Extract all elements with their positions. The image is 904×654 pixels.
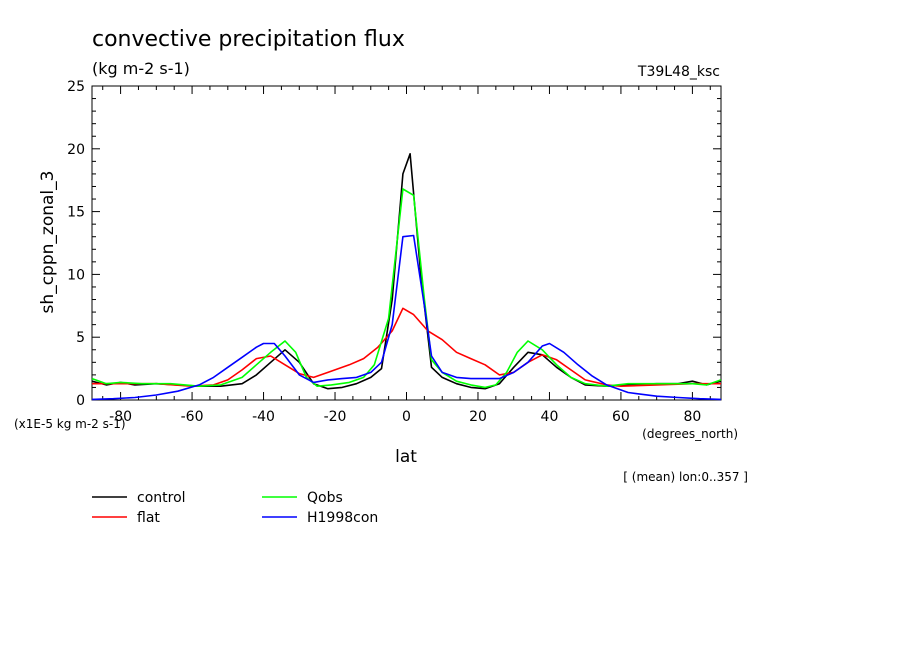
series-line-control bbox=[91, 153, 722, 390]
y-tick-label: 5 bbox=[76, 330, 85, 346]
x-tick-label: 20 bbox=[469, 409, 487, 425]
mean-note: [ (mean) lon:0..357 ] bbox=[623, 470, 748, 484]
legend-label-control: control bbox=[137, 490, 186, 506]
x-tick-label: -40 bbox=[252, 409, 275, 425]
y-tick-label: 25 bbox=[67, 79, 85, 95]
x-axis-label: lat bbox=[395, 447, 417, 467]
x-tick-label: 60 bbox=[612, 409, 630, 425]
series-line-flat bbox=[92, 307, 721, 387]
plot-frame bbox=[91, 85, 722, 401]
y-axis-units: (x1E-5 kg m-2 s-1) bbox=[14, 417, 126, 431]
x-tick-label: 80 bbox=[683, 409, 701, 425]
y-tick-label: 0 bbox=[76, 393, 85, 409]
chart-subtitle: (kg m-2 s-1) bbox=[92, 59, 190, 78]
series-line-qobs bbox=[91, 188, 722, 389]
x-axis-units: (degrees_north) bbox=[642, 427, 738, 441]
legend-label-qobs: Qobs bbox=[307, 490, 343, 506]
x-tick-label: -20 bbox=[324, 409, 347, 425]
legend: control flat Qobs H1998con bbox=[92, 490, 378, 526]
run-label: T39L48_ksc bbox=[637, 64, 720, 80]
x-tick-label: 0 bbox=[402, 409, 411, 425]
x-tick-label: -80 bbox=[109, 409, 132, 425]
x-tick-label: -60 bbox=[181, 409, 204, 425]
series-lines bbox=[91, 153, 722, 401]
chart-title: convective precipitation flux bbox=[92, 27, 405, 52]
y-tick-label: 15 bbox=[67, 205, 85, 221]
legend-label-h1998con: H1998con bbox=[307, 510, 378, 526]
x-tick-label: 40 bbox=[541, 409, 559, 425]
legend-label-flat: flat bbox=[137, 510, 160, 526]
series-line-h1998con bbox=[91, 234, 722, 401]
y-axis-label: sh_cppn_zonal_3 bbox=[38, 171, 58, 314]
plot-area: -80 -60 -40 -20 0 20 40 60 80 0 5 10 15 20 25 bbox=[67, 79, 722, 425]
y-tick-label: 20 bbox=[67, 142, 85, 158]
y-tick-label: 10 bbox=[67, 267, 85, 283]
